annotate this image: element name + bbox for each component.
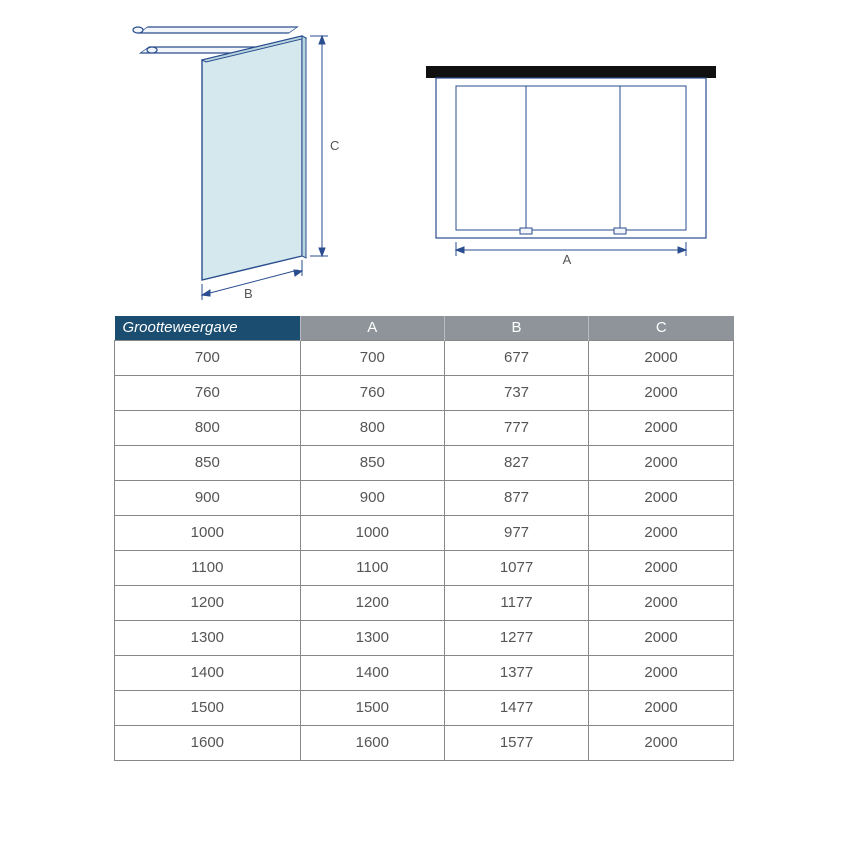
table-cell: 2000 xyxy=(589,655,734,690)
label-c: C xyxy=(330,138,339,153)
table-row: 1300130012772000 xyxy=(115,620,734,655)
table-cell: 800 xyxy=(300,410,444,445)
table-row: 100010009772000 xyxy=(115,515,734,550)
table-cell: 900 xyxy=(300,480,444,515)
col-header-c: C xyxy=(589,316,734,340)
table-cell: 1000 xyxy=(300,515,444,550)
table-row: 1400140013772000 xyxy=(115,655,734,690)
table-cell: 2000 xyxy=(589,690,734,725)
table-cell: 2000 xyxy=(589,550,734,585)
table-cell: 2000 xyxy=(589,340,734,375)
diagram-left: C B xyxy=(30,0,390,316)
table-row: 9009008772000 xyxy=(115,480,734,515)
diagram-area: C B A xyxy=(0,0,848,316)
table-cell: 677 xyxy=(444,340,588,375)
table-row: 8008007772000 xyxy=(115,410,734,445)
table-cell: 850 xyxy=(300,445,444,480)
glass-panel xyxy=(202,36,302,280)
table-row: 1500150014772000 xyxy=(115,690,734,725)
table-cell: 1600 xyxy=(115,725,301,760)
table-cell: 2000 xyxy=(589,620,734,655)
col-header-size: Grootteweergave xyxy=(115,316,301,340)
table-cell: 1100 xyxy=(115,550,301,585)
table-cell: 1600 xyxy=(300,725,444,760)
table-cell: 2000 xyxy=(589,480,734,515)
table-cell: 1200 xyxy=(300,585,444,620)
table-cell: 1200 xyxy=(115,585,301,620)
table-row: 1200120011772000 xyxy=(115,585,734,620)
table-cell: 760 xyxy=(300,375,444,410)
table-cell: 2000 xyxy=(589,585,734,620)
table-cell: 700 xyxy=(115,340,301,375)
table-cell: 1500 xyxy=(115,690,301,725)
table-cell: 737 xyxy=(444,375,588,410)
table-cell: 1100 xyxy=(300,550,444,585)
table-cell: 760 xyxy=(115,375,301,410)
table-cell: 1477 xyxy=(444,690,588,725)
wall-bar xyxy=(426,66,716,78)
table-cell: 700 xyxy=(300,340,444,375)
table-cell: 900 xyxy=(115,480,301,515)
table-cell: 1277 xyxy=(444,620,588,655)
label-a: A xyxy=(563,252,572,267)
table-cell: 2000 xyxy=(589,515,734,550)
table-row: 1100110010772000 xyxy=(115,550,734,585)
table-cell: 1577 xyxy=(444,725,588,760)
table-header: Grootteweergave A B C xyxy=(115,316,734,340)
table-cell: 2000 xyxy=(589,725,734,760)
table-cell: 777 xyxy=(444,410,588,445)
table-cell: 1300 xyxy=(115,620,301,655)
table-cell: 1177 xyxy=(444,585,588,620)
diagram-right: A xyxy=(422,56,742,296)
table-cell: 2000 xyxy=(589,410,734,445)
table-cell: 800 xyxy=(115,410,301,445)
table-cell: 2000 xyxy=(589,375,734,410)
table-cell: 850 xyxy=(115,445,301,480)
table-cell: 2000 xyxy=(589,445,734,480)
table-row: 7007006772000 xyxy=(115,340,734,375)
table-cell: 1000 xyxy=(115,515,301,550)
table-row: 7607607372000 xyxy=(115,375,734,410)
table-cell: 1400 xyxy=(115,655,301,690)
size-table: Grootteweergave A B C 700700677200076076… xyxy=(114,316,734,761)
table-cell: 1077 xyxy=(444,550,588,585)
table-cell: 1300 xyxy=(300,620,444,655)
table-cell: 977 xyxy=(444,515,588,550)
col-header-a: A xyxy=(300,316,444,340)
table-cell: 877 xyxy=(444,480,588,515)
table-cell: 827 xyxy=(444,445,588,480)
size-table-container: Grootteweergave A B C 700700677200076076… xyxy=(114,316,734,761)
table-row: 8508508272000 xyxy=(115,445,734,480)
table-body: 7007006772000760760737200080080077720008… xyxy=(115,340,734,760)
table-cell: 1377 xyxy=(444,655,588,690)
table-row: 1600160015772000 xyxy=(115,725,734,760)
table-cell: 1500 xyxy=(300,690,444,725)
table-cell: 1400 xyxy=(300,655,444,690)
label-b: B xyxy=(244,286,253,301)
col-header-b: B xyxy=(444,316,588,340)
